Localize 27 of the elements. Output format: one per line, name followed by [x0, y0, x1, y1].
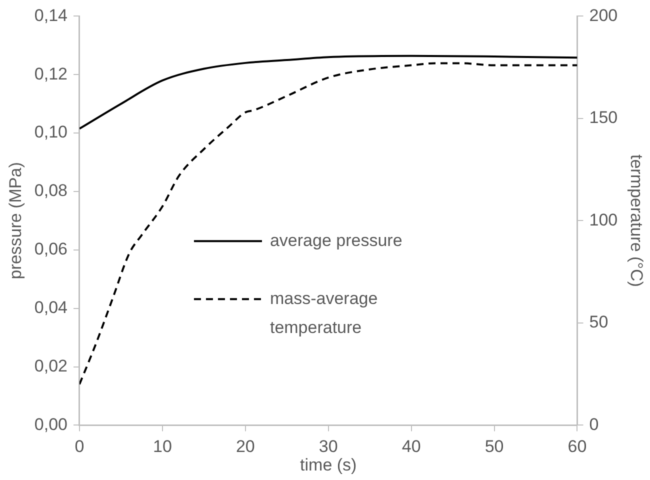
y-tick-label: 0,02	[34, 356, 68, 376]
y-tick-label: 0,00	[34, 414, 68, 434]
y-tick-label: 0,06	[34, 240, 68, 259]
x-tick-label: 20	[236, 437, 255, 456]
y2-tick-label: 150	[589, 108, 618, 128]
y-tick-label: 0,10	[34, 122, 68, 142]
legend-label: average pressure	[270, 230, 402, 250]
x-tick-label: 30	[318, 437, 338, 456]
x-tick-label: 0	[74, 437, 84, 456]
y-tick-label: 0,08	[34, 181, 68, 200]
legend-label: mass-average temperature	[270, 288, 378, 337]
x-axis-title: time (s)	[300, 455, 357, 474]
y-tick-label: 0,14	[34, 6, 68, 25]
y2-axis-title: termperature (°C)	[627, 154, 646, 287]
x-tick-label: 10	[152, 437, 172, 456]
x-tick-label: 40	[402, 437, 421, 456]
line-series	[79, 54, 578, 130]
x-tick-label: 60	[568, 437, 587, 456]
y2-tick-label: 100	[589, 210, 618, 230]
y2-tick-label: 200	[589, 6, 618, 25]
x-tick-label: 50	[484, 437, 504, 456]
y2-tick-label: 50	[589, 312, 608, 332]
line-series	[79, 62, 578, 386]
y-axis-title: pressure (MPa)	[6, 162, 25, 280]
y-tick-label: 0,12	[34, 64, 68, 84]
y2-tick-label: 0	[589, 414, 599, 434]
y-tick-label: 0,04	[34, 298, 68, 318]
